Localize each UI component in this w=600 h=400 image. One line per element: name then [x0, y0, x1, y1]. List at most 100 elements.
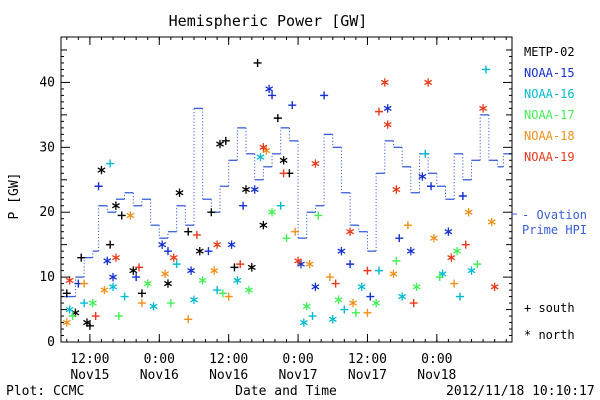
data-point-north	[467, 266, 476, 275]
data-point-north	[490, 282, 499, 292]
data-point-south	[213, 286, 222, 295]
data-point-north	[62, 318, 71, 327]
data-point-north	[233, 276, 242, 285]
data-point-south	[395, 234, 404, 243]
data-point-south	[253, 58, 262, 67]
series-noaa-18	[62, 146, 496, 327]
data-point-north	[259, 220, 268, 230]
data-point-south	[80, 299, 89, 308]
legend-entry: NOAA-17	[524, 108, 575, 122]
data-point-south	[137, 299, 146, 308]
data-point-north	[247, 263, 256, 272]
data-point-north	[187, 266, 196, 275]
data-point-north	[149, 302, 158, 311]
data-point-south	[320, 91, 329, 100]
data-point-south	[192, 230, 201, 239]
data-point-north	[328, 315, 337, 324]
data-point-north	[129, 266, 138, 275]
data-point-south	[340, 305, 349, 314]
data-point-north	[357, 282, 366, 292]
x-tick-time-label: 12:00	[348, 352, 387, 367]
data-point-north	[195, 246, 204, 256]
data-point-south	[363, 308, 372, 317]
x-tick-time-label: 0:00	[144, 352, 175, 367]
legend-symbol: + south	[524, 301, 575, 315]
data-point-south	[137, 289, 146, 298]
data-point-south	[166, 299, 175, 308]
data-point-south	[375, 266, 384, 275]
data-point-south	[409, 299, 418, 308]
data-point-north	[227, 240, 236, 249]
x-tick-time-label: 0:00	[421, 352, 452, 367]
legend-entry: METP-02	[524, 45, 575, 59]
data-point-south	[308, 312, 317, 321]
data-point-north	[383, 104, 392, 113]
data-point-south	[351, 308, 360, 317]
data-point-south	[392, 256, 401, 265]
data-point-north	[161, 269, 170, 279]
data-point-north	[175, 188, 184, 197]
y-axis-label: P [GW]	[7, 173, 22, 220]
data-point-north	[389, 269, 398, 279]
data-point-south	[77, 253, 86, 262]
legend-entry: NOAA-15	[524, 66, 575, 80]
data-point-south	[224, 292, 233, 301]
data-point-north	[311, 159, 320, 168]
data-point-south	[207, 208, 216, 217]
data-point-north	[349, 298, 357, 308]
data-point-north	[479, 104, 488, 113]
y-tick-label: 40	[39, 75, 55, 90]
data-point-north	[392, 185, 401, 194]
data-point-north	[100, 285, 109, 295]
data-point-south	[314, 211, 323, 220]
x-tick-time-label: 0:00	[282, 352, 313, 367]
data-point-south	[236, 260, 245, 269]
data-point-south	[282, 234, 291, 243]
data-point-north	[429, 233, 438, 243]
data-point-south	[273, 114, 282, 123]
data-point-north	[213, 240, 222, 249]
x-tick-date-label: Nov17	[348, 368, 387, 383]
data-point-north	[383, 120, 392, 129]
data-point-north	[294, 256, 303, 266]
data-point-north	[103, 256, 112, 266]
data-point-north	[242, 185, 250, 194]
data-point-south	[132, 273, 141, 282]
data-point-north	[164, 279, 172, 288]
data-point-north	[265, 84, 274, 94]
chart-title: Hemispheric Power [GW]	[169, 12, 368, 30]
data-point-north	[424, 78, 433, 87]
data-point-north	[97, 165, 106, 175]
data-point-south	[62, 289, 71, 298]
data-point-north	[464, 208, 473, 217]
legend-entry: NOAA-16	[524, 87, 575, 101]
data-point-north	[279, 156, 288, 165]
data-point-north	[406, 246, 415, 256]
data-point-south	[135, 263, 144, 272]
x-axis-label: Date and Time	[235, 384, 337, 399]
data-point-south	[268, 91, 277, 100]
data-point-south	[172, 260, 181, 269]
data-point-south	[461, 240, 470, 249]
data-point-south	[184, 315, 193, 324]
data-point-south	[481, 65, 490, 74]
data-point-south	[346, 260, 355, 269]
data-point-south	[276, 201, 285, 210]
y-tick-label: 20	[39, 205, 55, 220]
data-point-north	[418, 172, 427, 181]
plot-frame	[60, 36, 513, 343]
plot-credit: Plot: CCMC	[6, 384, 84, 399]
y-tick-label: 30	[39, 140, 55, 155]
data-point-north	[88, 298, 97, 308]
x-tick-date-label: Nov15	[70, 368, 109, 383]
data-point-south	[114, 312, 123, 321]
data-point-north	[398, 292, 407, 301]
data-point-south	[403, 221, 412, 230]
data-point-south	[331, 279, 340, 288]
data-point-south	[288, 101, 297, 110]
data-point-north	[126, 211, 135, 220]
data-point-south	[218, 289, 227, 298]
data-point-south	[120, 292, 129, 301]
data-point-north	[380, 78, 389, 87]
data-point-north	[259, 143, 268, 152]
